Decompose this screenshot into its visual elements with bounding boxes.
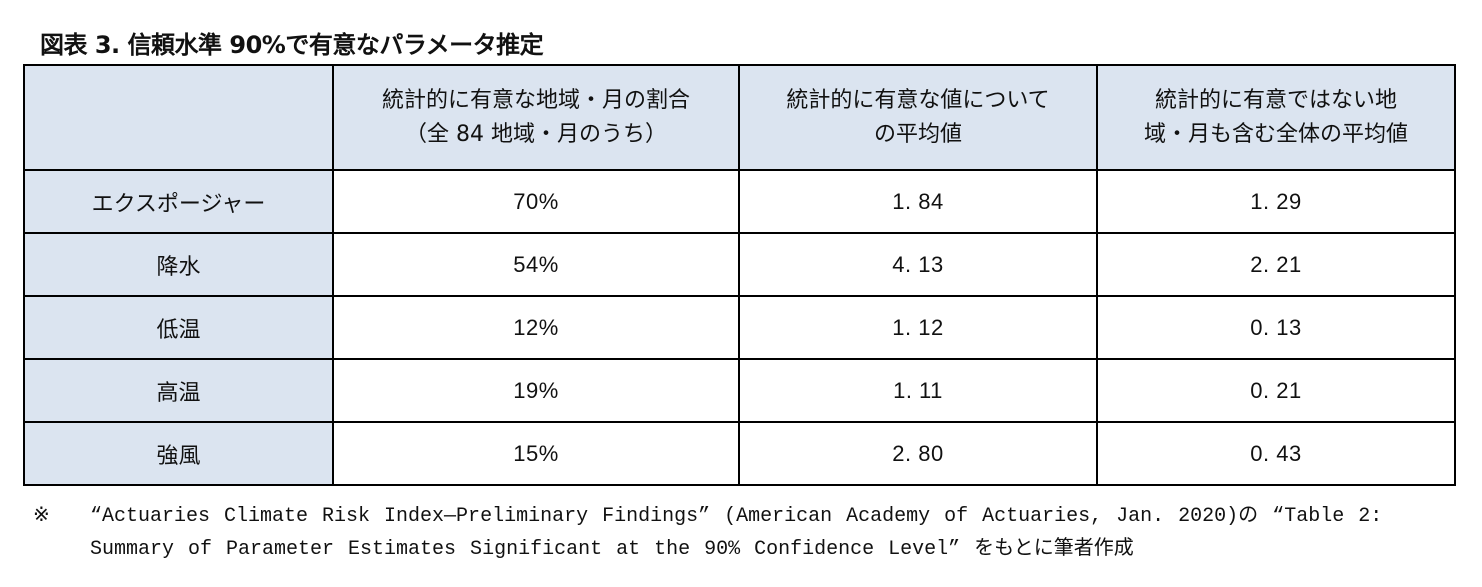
mean-all-cell: 2. 21 — [1096, 232, 1456, 297]
table-row: エクスポージャー 70% 1. 84 1. 29 — [23, 169, 1456, 234]
mean-all-cell: 0. 21 — [1096, 358, 1456, 423]
mean-significant-cell: 1. 84 — [738, 169, 1098, 234]
mean-significant-cell: 4. 13 — [738, 232, 1098, 297]
header-line: 統計的に有意な地域・月の割合 — [381, 87, 690, 113]
share-cell: 54% — [332, 232, 740, 297]
table-row: 強風 15% 2. 80 0. 43 — [23, 421, 1456, 486]
share-cell: 15% — [332, 421, 740, 486]
share-cell: 19% — [332, 358, 740, 423]
header-cell-mean-all: 統計的に有意ではない地 域・月も含む全体の平均値 — [1096, 64, 1456, 171]
mean-significant-cell: 2. 80 — [738, 421, 1098, 486]
table-row: 高温 19% 1. 11 0. 21 — [23, 358, 1456, 423]
row-label: 強風 — [23, 421, 334, 486]
table-header-row: 統計的に有意な地域・月の割合 （全 84 地域・月のうち） 統計的に有意な値につ… — [23, 64, 1456, 171]
share-cell: 70% — [332, 169, 740, 234]
table-row: 低温 12% 1. 12 0. 13 — [23, 295, 1456, 360]
mean-significant-cell: 1. 11 — [738, 358, 1098, 423]
mean-all-cell: 0. 43 — [1096, 421, 1456, 486]
mean-significant-cell: 1. 12 — [738, 295, 1098, 360]
reference-mark-icon: ※ — [33, 505, 50, 528]
header-cell-mean-significant: 統計的に有意な値について の平均値 — [738, 64, 1098, 171]
header-line: 統計的に有意ではない地 — [1154, 87, 1397, 113]
mean-all-cell: 1. 29 — [1096, 169, 1456, 234]
header-cell-share: 統計的に有意な地域・月の割合 （全 84 地域・月のうち） — [332, 64, 740, 171]
table-row: 降水 54% 4. 13 2. 21 — [23, 232, 1456, 297]
header-line: 域・月も含む全体の平均値 — [1143, 121, 1408, 147]
parameter-estimates-table: 統計的に有意な地域・月の割合 （全 84 地域・月のうち） 統計的に有意な値につ… — [23, 64, 1456, 486]
row-label: エクスポージャー — [23, 169, 334, 234]
row-label: 低温 — [23, 295, 334, 360]
header-line: の平均値 — [873, 121, 962, 147]
figure-title: 図表 3. 信頼水準 90%で有意なパラメータ推定 — [40, 31, 544, 59]
row-label: 降水 — [23, 232, 334, 297]
header-line: 統計的に有意な値について — [786, 87, 1050, 113]
header-line: （全 84 地域・月のうち） — [405, 121, 667, 147]
header-cell-empty — [23, 64, 334, 171]
share-cell: 12% — [332, 295, 740, 360]
mean-all-cell: 0. 13 — [1096, 295, 1456, 360]
source-note-text: “Actuaries Climate Risk Index—Preliminar… — [90, 505, 1383, 561]
row-label: 高温 — [23, 358, 334, 423]
